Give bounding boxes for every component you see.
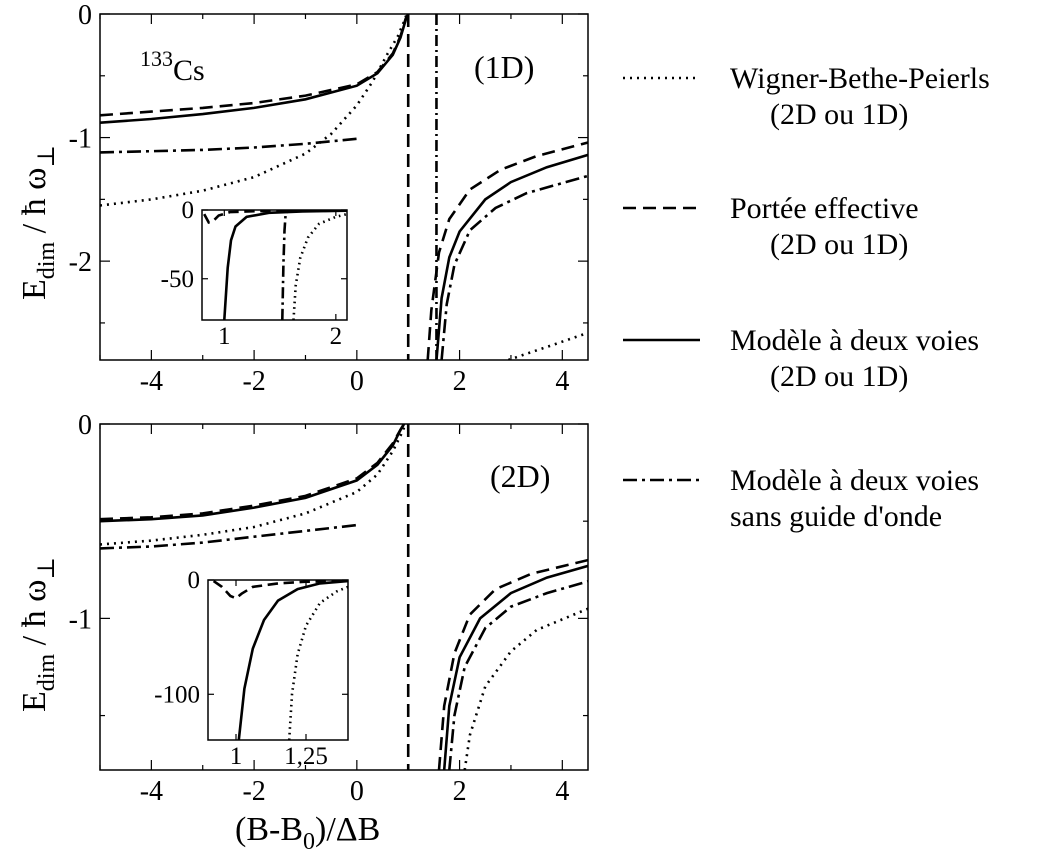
- axis-1d-ytick-label-1: -1: [69, 124, 92, 155]
- axis-1d-ytick-label-2: -2: [69, 247, 92, 278]
- main-2d-series-wbp-0: [100, 424, 406, 545]
- axis-2d-ytick-label-1: -1: [69, 604, 92, 635]
- main-1d-series-m2v_sg-1: [442, 176, 588, 360]
- inset-axis-2d-xtick-label-1: 1,25: [284, 743, 328, 770]
- main-2d-series-m2v-0: [100, 424, 404, 521]
- legend-label-m2v-1: (2D ou 1D): [770, 360, 908, 393]
- legend-label-m2v-0: Modèle à deux voies: [730, 324, 979, 357]
- inset-axis-2d-xtick-label-0: 1: [230, 743, 243, 770]
- legend-label-m2v_sg-0: Modèle à deux voies: [730, 464, 979, 497]
- inset-axis-2d-ytick-label-1: -100: [154, 681, 200, 708]
- inset-axis-1d-ytick-label-0: 0: [182, 197, 195, 224]
- axis-2d-xtick-label-3: 2: [453, 776, 467, 807]
- inset-2d: 1 1,25 0 -100: [154, 567, 348, 770]
- axis-2d-xtick-label-2: 0: [350, 776, 364, 807]
- inset-axis-1d-ytick-label-1: -50: [161, 266, 194, 293]
- axis-2d-xtick-label-0: -4: [140, 776, 163, 807]
- panel-annotation-1d: (1D): [474, 49, 534, 85]
- x-axis-label: (B-B0)/ΔB: [235, 811, 380, 855]
- legend-label-m2v_sg-1: sans guide d'onde: [730, 500, 942, 533]
- panel-2d: (2D) Edim / ħ ω⊥ (B-B0)/ΔB -4 -2 0 2 4 0 -1 1 1,…: [16, 410, 588, 855]
- inset-bg-2d: [208, 580, 348, 740]
- inset-1d: 1 2 0 -50: [161, 197, 347, 350]
- axis-1d-xtick-label-2: 0: [350, 366, 364, 397]
- axis-1d-xtick-label-3: 2: [453, 366, 467, 397]
- main-2d-series-pe-0: [100, 424, 404, 519]
- main-2d-series-m2v_sg-0: [100, 525, 357, 548]
- axis-2d-xtick-label-1: -2: [242, 776, 265, 807]
- main-2d-series-m2v-1: [444, 566, 588, 770]
- panel-1d: 133Cs (1D) Edim / ħ ω⊥ -4 -2 0 2 40-1-21 20-5…: [16, 0, 588, 397]
- axis-1d-xtick-label-4: 4: [555, 366, 569, 397]
- inset-axis-1d-xtick-label-0: 1: [218, 323, 231, 350]
- axis-1d-ytick-label-0: 0: [78, 0, 92, 31]
- axis-2d-xtick-label-4: 4: [555, 776, 569, 807]
- legend-label-pe-1: (2D ou 1D): [770, 228, 908, 261]
- inset-bg-1d: [202, 210, 347, 320]
- species-label: 133Cs: [140, 46, 205, 87]
- main-1d-series-wbp-0: [100, 14, 407, 206]
- y-axis-label-1d: Edim / ħ ω⊥: [16, 145, 60, 300]
- axis-2d-ytick-label-0: 0: [78, 410, 92, 441]
- axis-1d-xtick-label-1: -2: [242, 366, 265, 397]
- main-1d-series-m2v-1: [437, 155, 589, 360]
- legend: Wigner-Bethe-Peierls(2D ou 1D)Portée eff…: [623, 62, 990, 533]
- y-axis-label-2d: Edim / ħ ω⊥: [16, 557, 60, 712]
- axis-1d-xtick-label-0: -4: [140, 366, 163, 397]
- main-1d-series-wbp-1: [508, 333, 588, 360]
- panel-annotation-2d: (2D): [490, 458, 550, 494]
- legend-label-pe-0: Portée effective: [730, 192, 919, 225]
- legend-label-wbp-1: (2D ou 1D): [770, 98, 908, 131]
- inset-axis-1d-xtick-label-1: 2: [330, 323, 343, 350]
- inset-axis-2d-ytick-label-0: 0: [188, 567, 201, 594]
- main-1d-series-m2v_sg-0: [100, 139, 357, 153]
- legend-label-wbp-0: Wigner-Bethe-Peierls: [730, 62, 990, 95]
